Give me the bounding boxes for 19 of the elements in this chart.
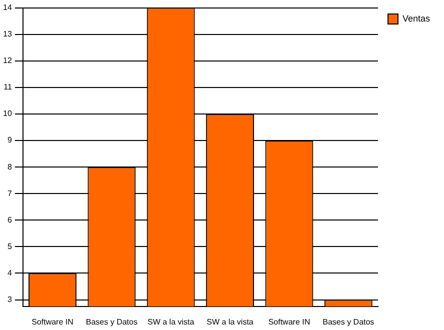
y-tick-label: 10 (2, 109, 12, 118)
y-tick-label: 7 (7, 188, 12, 198)
y-tick-label: 3 (7, 294, 12, 304)
y-tick-label: 9 (7, 136, 12, 145)
y-tick-label: 14 (2, 3, 12, 12)
y-tick-label: 5 (7, 242, 12, 251)
x-tick-label: SW a la vista (148, 317, 195, 326)
x-tick-label: Bases y Datos (322, 317, 374, 326)
legend-label: Ventas (402, 13, 430, 24)
y-tick-label: 8 (7, 162, 12, 172)
x-tick-label: Bases y Datos (86, 317, 138, 326)
y-tick-label: 11 (4, 82, 12, 92)
x-tick-label: Software IN (32, 317, 74, 326)
y-tick-label: 6 (7, 215, 12, 224)
x-tick-label: Software IN (268, 317, 310, 326)
y-tick-label: 4 (7, 268, 12, 278)
y-tick-label: 13 (2, 30, 12, 39)
y-tick-label: 12 (2, 56, 12, 66)
x-tick-label: SW a la vista (206, 317, 254, 326)
